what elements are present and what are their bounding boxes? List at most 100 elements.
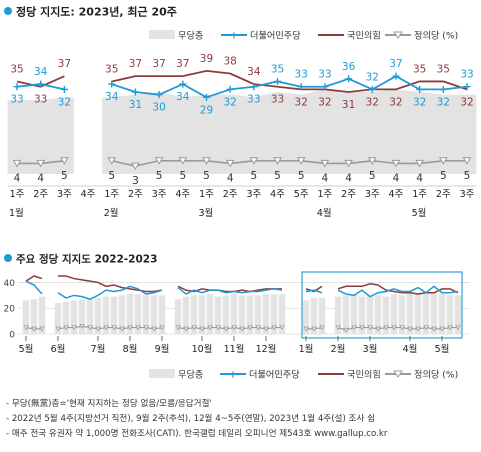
chart1-justice-label-5: 3 (132, 175, 139, 187)
chart2-justice-marker-8 (87, 325, 93, 331)
chart2-title: 주요 정당 지지도 2022-2023 (16, 253, 157, 266)
chart2-title-dot (4, 254, 12, 262)
chart1-dp-label-11: 35 (271, 63, 284, 75)
chart1-dp-marker-19 (463, 83, 471, 91)
chart2-none-bar-40 (342, 295, 350, 334)
chart2-none-bar-15 (142, 295, 150, 334)
chart1-justice-label-16: 4 (393, 172, 400, 184)
chart2-none-bar-2 (38, 296, 46, 334)
chart2-none-bar-41 (350, 294, 358, 334)
chart1-ppp-label-18: 35 (437, 63, 450, 75)
chart2-justice-marker-1 (31, 326, 37, 332)
chart2-none-bar-27 (238, 295, 246, 334)
footnote-2: - 2022년 5월 4주(지방선거 직전), 9월 2주(추석), 12월 4… (6, 414, 375, 424)
chart2-justice-marker-15 (143, 325, 149, 331)
chart2-month-label-0: 5월 (19, 343, 34, 355)
chart1-x-tick-18: 2주 (436, 189, 451, 200)
chart2-none-bar-46 (390, 294, 398, 334)
chart1-dp-line-1 (111, 75, 468, 99)
chart2-justice-marker-32 (279, 325, 285, 331)
chart2-justice-marker-45 (383, 325, 389, 331)
chart1-justice-marker-7 (178, 157, 188, 165)
chart1-x-tick-3: 4주 (81, 189, 96, 200)
chart2-y-tick-1: 20 (4, 305, 16, 315)
chart2-month-label-1: 6월 (51, 343, 66, 355)
chart1-x-tick-14: 2주 (341, 189, 356, 200)
chart1-dp-marker-18 (439, 85, 447, 93)
chart2-ppp-line-1 (58, 275, 163, 293)
chart2-none-bar-31 (270, 294, 278, 334)
chart2-justice-marker-31 (271, 325, 277, 331)
chart1-justice-label-6: 5 (156, 170, 163, 182)
chart2-month-label-4: 9월 (155, 343, 170, 355)
chart2-justice-marker-22 (199, 326, 205, 332)
chart2-month-label-10: 3월 (363, 343, 378, 355)
chart1-x-tick-1: 2주 (33, 189, 48, 200)
chart1-x-tick-0: 1주 (10, 189, 25, 200)
chart2-justice-marker-47 (399, 325, 405, 331)
chart2-none-bar-25 (222, 295, 230, 334)
chart2-justice-marker-41 (351, 325, 357, 331)
chart2-justice-marker-26 (231, 325, 237, 331)
chart2-none-bar-6 (70, 300, 78, 334)
chart1-justice-label-17: 4 (416, 172, 423, 184)
chart1-ppp-label-0: 35 (10, 63, 23, 75)
chart2-none-bar-51 (430, 292, 438, 334)
chart2-justice-marker-42 (359, 325, 365, 331)
chart2-justice-marker-36 (311, 326, 317, 332)
chart1-ppp-label-8: 39 (200, 53, 213, 65)
chart1-x-tick-11: 4주 (270, 189, 285, 200)
chart1-justice-marker-5 (131, 162, 140, 171)
chart1-dp-label-16: 37 (389, 58, 402, 70)
chart1-x-tick-15: 3주 (365, 189, 380, 200)
chart2-justice-marker-44 (375, 326, 381, 332)
chart1-justice-marker-8 (202, 157, 211, 165)
chart2-none-bar-39 (334, 296, 342, 334)
chart2-justice-marker-24 (215, 325, 221, 331)
chart1-month-label-2: 3월 (198, 207, 213, 219)
chart1-dp-label-12: 33 (295, 69, 308, 81)
chart2-justice-marker-10 (103, 325, 109, 331)
chart1-dp-marker-11 (274, 77, 282, 85)
chart1-justice-marker-18 (438, 157, 448, 165)
chart1-dp-marker-9 (226, 85, 234, 93)
chart2-justice-marker-5 (63, 325, 69, 331)
chart1-justice-marker-4 (107, 157, 117, 165)
chart2-month-label-11: 4월 (403, 343, 418, 355)
chart1-dp-marker-7 (179, 80, 187, 88)
chart2-dp-line-2 (177, 287, 283, 295)
chart1-dp-label-7: 34 (176, 91, 190, 103)
chart2-ppp-line-4 (337, 282, 459, 295)
chart2-justice-marker-53 (447, 325, 453, 331)
chart1-none-area-1 (102, 89, 477, 174)
chart2-none-bar-42 (358, 296, 366, 334)
chart2-justice-marker-46 (391, 325, 397, 331)
chart1-dp-label-19: 33 (460, 69, 473, 81)
chart2-justice-line-4 (337, 326, 458, 331)
chart2-none-bar-52 (438, 294, 446, 334)
chart2-none-bar-48 (406, 292, 414, 334)
chart2-justice-marker-39 (335, 325, 341, 331)
chart1-justice-marker-15 (367, 157, 377, 165)
chart2-none-bar-9 (94, 297, 102, 334)
chart2-ppp-line-3 (305, 285, 323, 293)
chart2-none-bar-0 (22, 300, 30, 334)
chart2-legend-label-justice: 정의당 (%) (414, 370, 458, 381)
chart1-justice-label-2: 5 (61, 170, 68, 182)
chart1-dp-marker-4 (108, 80, 116, 88)
chart1-dp-label-5: 31 (129, 99, 142, 111)
chart1-month-label-1: 2월 (104, 207, 119, 219)
chart2-justice-marker-37 (319, 325, 325, 331)
chart2-legend-label-ppp: 국민의힘 (347, 370, 381, 381)
chart2-justice-marker-49 (415, 326, 421, 332)
chart1-justice-label-7: 5 (179, 170, 186, 182)
chart2-none-bar-28 (246, 295, 254, 334)
chart1-month-label-0: 1월 (9, 207, 24, 219)
chart1-dp-label-10: 33 (247, 94, 260, 106)
chart1-justice-marker-10 (249, 157, 259, 165)
chart2-justice-marker-25 (223, 326, 229, 332)
chart2-justice-marker-19 (175, 325, 181, 331)
chart2-justice-marker-0 (23, 325, 29, 331)
chart1-justice-marker-6 (154, 157, 164, 165)
